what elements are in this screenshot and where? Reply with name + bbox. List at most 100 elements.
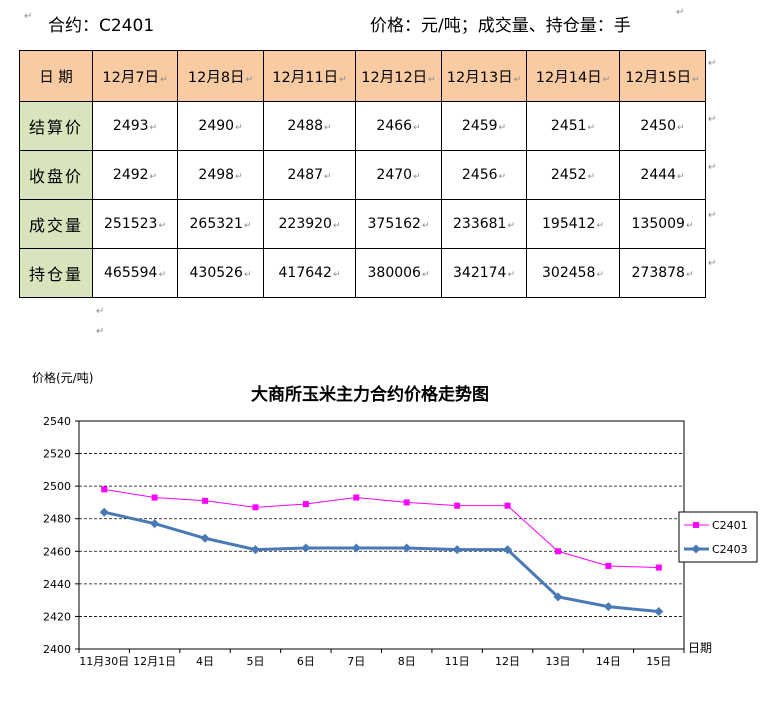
data-point	[693, 522, 699, 528]
data-point	[452, 545, 462, 555]
table-cell: 465594↵	[92, 248, 178, 298]
plot-area	[78, 420, 685, 650]
table-cell: 223920↵	[263, 199, 356, 249]
data-point	[252, 504, 259, 511]
data-point	[302, 501, 309, 508]
y-axis-label: 价格(元/吨)	[32, 370, 93, 385]
table-cell: 302458↵	[526, 248, 620, 298]
date-header-cell: 日 期	[19, 50, 93, 102]
data-point	[200, 533, 210, 543]
y-tick-label: 2460	[43, 545, 71, 558]
x-axis-label: 日期	[688, 641, 712, 655]
table-cell: 135009↵	[619, 199, 706, 249]
contract-info: 合约：C2401	[48, 11, 154, 36]
legend-box	[678, 511, 758, 563]
paragraph-mark: ↵	[708, 258, 717, 269]
table-cell: 195412↵	[526, 199, 620, 249]
x-tick-label: 11月30日	[79, 655, 129, 668]
paragraph-mark: ↵	[96, 326, 105, 337]
x-tick-label: 5日	[246, 655, 264, 668]
table-cell: 2488↵	[263, 101, 356, 151]
grid-lines	[79, 453, 684, 617]
table-cell: 2459↵	[441, 101, 527, 151]
series-c2401	[101, 486, 662, 571]
x-tick-label: 13日	[545, 655, 570, 668]
data-point	[351, 543, 361, 553]
paragraph-mark: ↵	[96, 306, 105, 317]
x-tick-label: 12月1日	[133, 655, 176, 668]
table-row-settlement: 结算价 2493↵ 2490↵ 2488↵ 2466↵ 2459↵ 2451↵ …	[19, 101, 706, 151]
series-line	[103, 510, 659, 614]
paragraph-mark: ↵	[676, 7, 685, 18]
data-point	[655, 564, 662, 571]
table-cell: 2493↵	[92, 101, 178, 151]
chart-title: 大商所玉米主力合约价格走势图	[251, 384, 489, 405]
data-point	[454, 502, 461, 509]
legend: C2401 C2403	[678, 511, 758, 563]
x-tick-label: 12日	[495, 655, 520, 668]
paragraph-mark: ↵	[24, 11, 33, 22]
y-tick-label: 2540	[43, 415, 71, 428]
legend-label: C2403	[712, 543, 748, 556]
table-cell: 342174↵	[441, 248, 527, 298]
y-tick-label: 2440	[43, 578, 71, 591]
series-line	[104, 488, 659, 569]
y-tick-label: 2420	[43, 610, 71, 623]
price-table: 日 期 12月7日↵ 12月8日↵ 12月11日↵ 12月12日↵ 12月13日…	[19, 50, 706, 298]
date-cell: 12月8日↵	[177, 50, 264, 102]
y-tick-label: 2480	[43, 513, 71, 526]
table-cell: 2456↵	[441, 150, 527, 200]
contract-value: C2401	[99, 16, 155, 36]
table-row-open-interest: 持仓量 465594↵ 430526↵ 417642↵ 380006↵ 3421…	[19, 248, 706, 298]
table-cell: 2450↵	[619, 101, 706, 151]
y-tick-label: 2520	[43, 448, 71, 461]
x-tick-label: 6日	[297, 655, 315, 668]
data-point	[353, 494, 360, 501]
table-cell: 2452↵	[526, 150, 620, 200]
series-c2403	[99, 507, 664, 617]
row-label: 结算价	[19, 101, 93, 151]
table-cell: 2451↵	[526, 101, 620, 151]
date-cell: 12月14日↵	[526, 50, 620, 102]
table-cell: 273878↵	[619, 248, 706, 298]
header-line: ↵ 合约：C2401 价格：元/吨；成交量、持仓量：手 ↵	[0, 7, 761, 37]
table-cell: 430526↵	[177, 248, 264, 298]
date-header-row: 日 期 12月7日↵ 12月8日↵ 12月11日↵ 12月12日↵ 12月13日…	[19, 50, 706, 102]
data-point	[301, 543, 311, 553]
data-point	[151, 494, 158, 501]
table-cell: 2466↵	[355, 101, 442, 151]
data-point	[503, 545, 513, 555]
chart-svg: 大商所玉米主力合约价格走势图 价格(元/吨) 日期 24002420244024…	[32, 370, 758, 668]
table-cell: 2498↵	[177, 150, 264, 200]
date-cell: 12月15日↵	[619, 50, 706, 102]
x-tick-label: 15日	[646, 655, 671, 668]
table-row-volume: 成交量 251523↵ 265321↵ 223920↵ 375162↵ 2336…	[19, 199, 706, 249]
y-tick-label: 2500	[43, 480, 71, 493]
table-cell: 251523↵	[92, 199, 178, 249]
x-tick-label: 11日	[445, 655, 470, 668]
x-tick-label: 8日	[398, 655, 416, 668]
data-point	[605, 562, 612, 569]
table-cell: 2487↵	[263, 150, 356, 200]
data-point	[553, 592, 563, 602]
table-cell: 417642↵	[263, 248, 356, 298]
data-point	[691, 544, 701, 554]
table-cell: 2444↵	[619, 150, 706, 200]
x-tick-label: 4日	[196, 655, 214, 668]
series-layer	[99, 486, 664, 617]
table-cell: 265321↵	[177, 199, 264, 249]
contract-label: 合约：	[48, 16, 99, 36]
row-label: 收盘价	[19, 150, 93, 200]
row-label: 成交量	[19, 199, 93, 249]
data-point	[504, 502, 511, 509]
date-cell: 12月13日↵	[441, 50, 527, 102]
data-point	[202, 497, 209, 504]
paragraph-mark: ↵	[708, 58, 717, 69]
data-point	[603, 602, 613, 612]
axes: 2400 2420 2440 2460 2480 2500 2520 2540 11月30日 12…	[43, 415, 685, 668]
table-cell: 2470↵	[355, 150, 442, 200]
data-point	[101, 486, 108, 493]
x-tick-label: 7日	[347, 655, 365, 668]
paragraph-mark: ↵	[708, 210, 717, 221]
data-point	[150, 519, 160, 529]
